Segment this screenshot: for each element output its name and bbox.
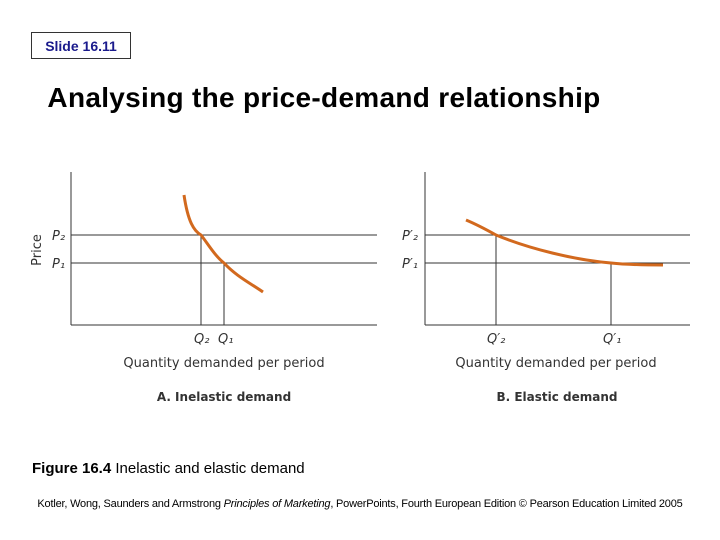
figure-caption-text: Inelastic and elastic demand <box>111 460 305 477</box>
panel-b-x-label: Quantity demanded per period <box>455 356 656 371</box>
footer-publisher: , PowerPoints, Fourth European Edition ©… <box>330 498 683 510</box>
footer-book-title: Principles of Marketing <box>223 498 331 510</box>
panel-b-p1-label: P′₁ <box>402 257 418 272</box>
figure-number: Figure 16.4 <box>32 460 112 477</box>
copyright-footer: Kotler, Wong, Saunders and Armstrong Pri… <box>0 498 720 510</box>
panel-a-q1-label: Q₁ <box>218 332 233 347</box>
panel-b-demand-curve <box>465 218 664 267</box>
panel-b: P′₂ P′₁ Q′₂ Q′₁ Quantity demanded per pe… <box>402 172 690 404</box>
panel-b-caption: B. Elastic demand <box>496 390 617 404</box>
panel-a-demand-curve <box>182 194 264 294</box>
footer-authors: Kotler, Wong, Saunders and Armstrong <box>37 498 224 510</box>
panel-b-q1-label: Q′₁ <box>603 332 621 347</box>
panel-a-q2-label: Q₂ <box>194 332 209 347</box>
panel-a: Price P₂ P₁ Q₂ Q₁ Quantity demanded per … <box>30 172 377 404</box>
panel-b-p2-label: P′₂ <box>402 229 418 244</box>
demand-figure: Price P₂ P₁ Q₂ Q₁ Quantity demanded per … <box>30 172 690 404</box>
panel-a-p1-label: P₁ <box>52 257 65 272</box>
panel-a-p2-label: P₂ <box>52 229 65 244</box>
slide-title: Analysing the price-demand relationship <box>47 82 601 113</box>
slide-number-badge: Slide 16.11 <box>31 32 131 59</box>
panel-a-caption: A. Inelastic demand <box>157 390 291 404</box>
y-axis-label: Price <box>30 234 45 266</box>
panel-b-q2-label: Q′₂ <box>487 332 505 347</box>
panel-a-x-label: Quantity demanded per period <box>123 356 324 371</box>
figure-caption: Figure 16.4 Inelastic and elastic demand <box>32 460 305 477</box>
